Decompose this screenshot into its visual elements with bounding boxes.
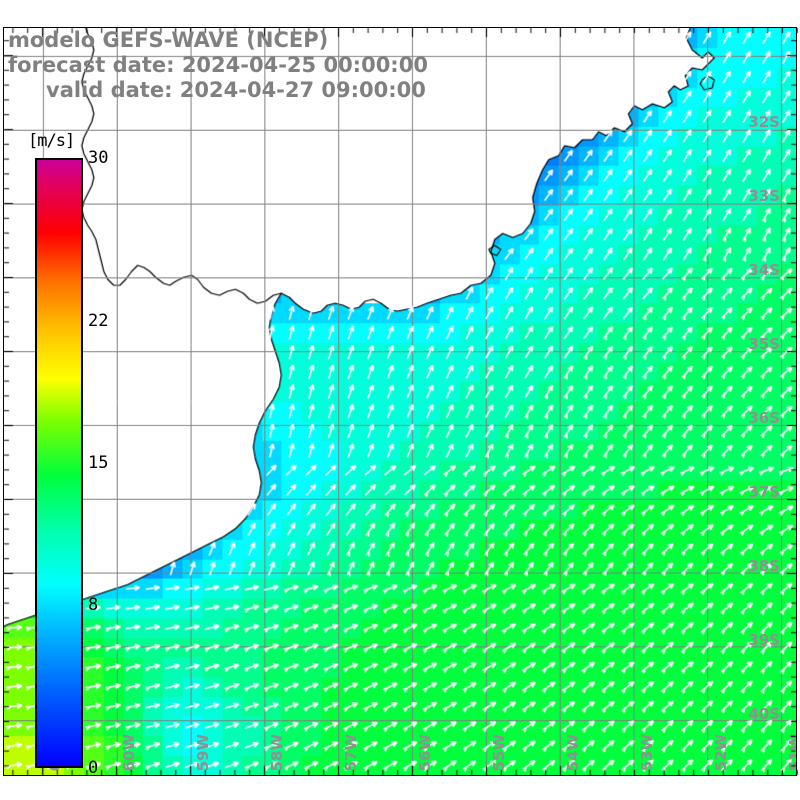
colorbar-tick-label: 22 [88, 310, 109, 331]
map-plot-area[interactable]: 61W60W59W58W57W56W55W54W53W52W51W32S33S3… [3, 27, 797, 776]
colorbar-unit-label: [m/s] [28, 131, 75, 151]
colorbar-tick-label: 8 [88, 595, 99, 616]
colorbar[interactable] [35, 158, 83, 768]
colorbar-tick-label: 15 [88, 453, 109, 473]
colorbar-tick-label: 30 [88, 148, 109, 168]
colorbar-tick-label: 0 [88, 758, 99, 778]
colorbar-gradient [35, 158, 83, 768]
wind-speed-heatmap [4, 28, 796, 775]
